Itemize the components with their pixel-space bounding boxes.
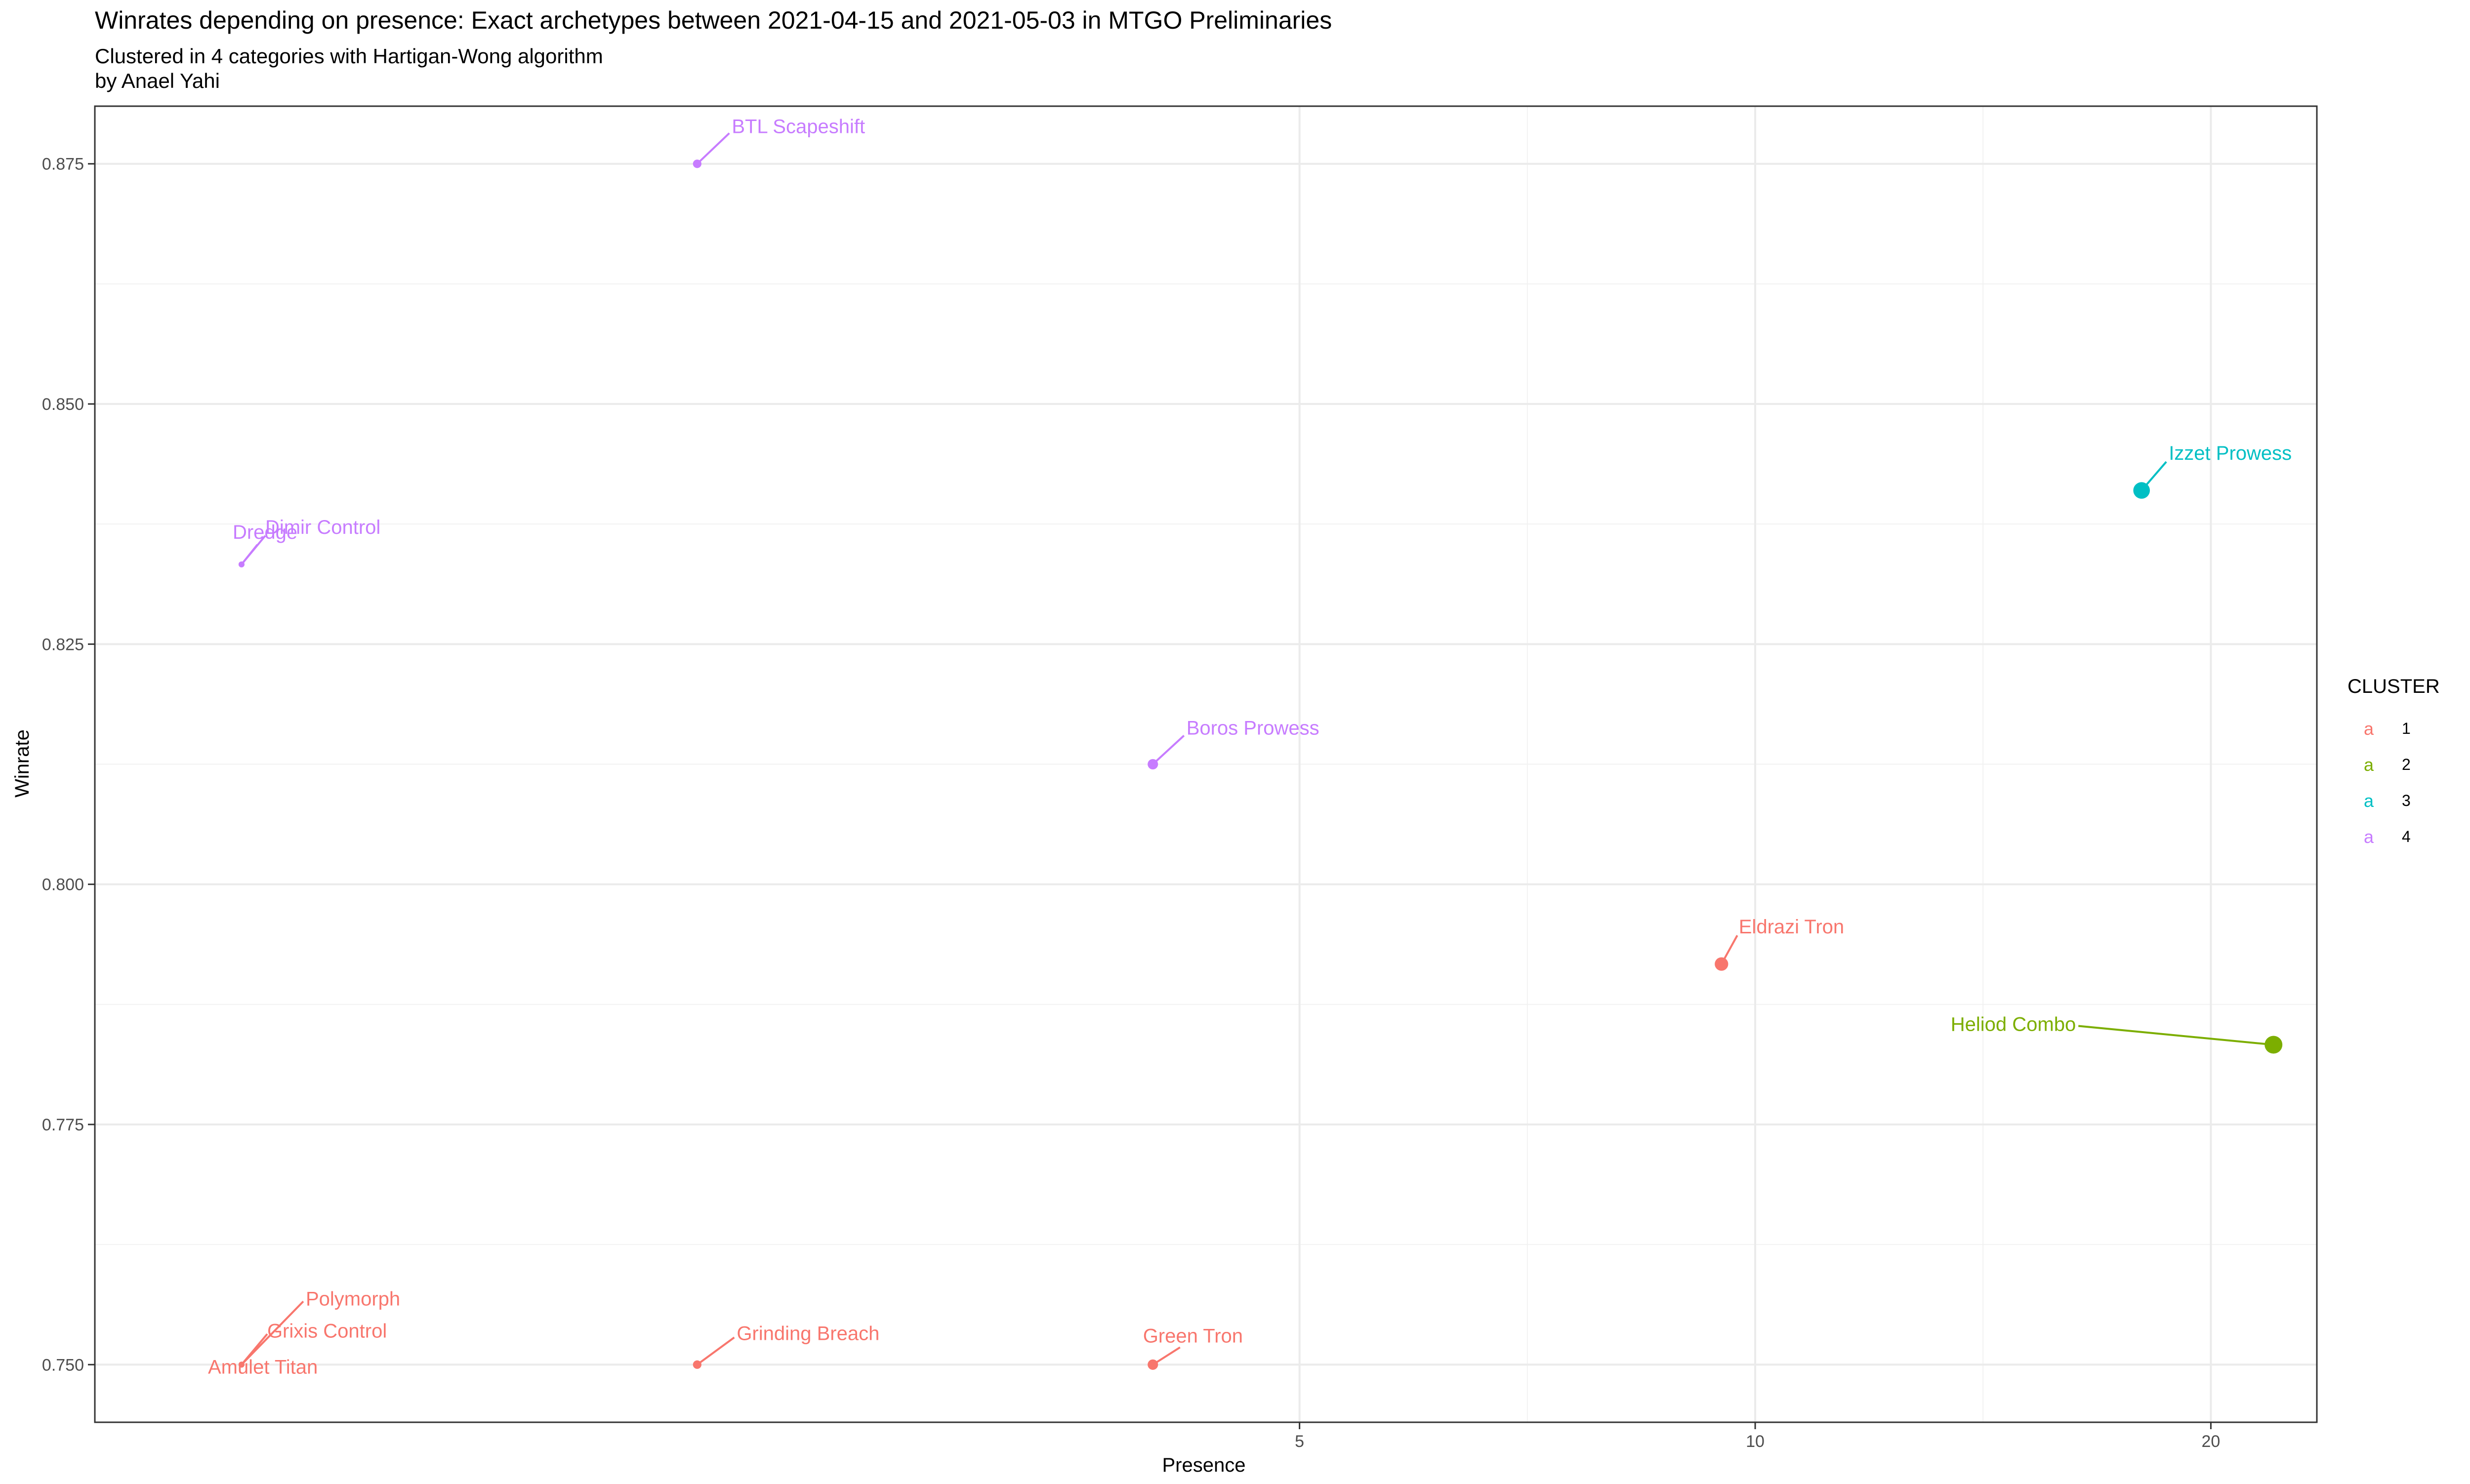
y-tick-label: 0.875 bbox=[42, 155, 84, 174]
point-btl-scapeshift bbox=[693, 160, 701, 168]
point-label-btl-scapeshift: BTL Scapeshift bbox=[732, 116, 865, 138]
legend-key-glyph: a bbox=[2364, 719, 2374, 739]
x-tick-label: 10 bbox=[1746, 1432, 1765, 1451]
label-leader-boros-prowess bbox=[1152, 735, 1185, 765]
legend-item-label: 2 bbox=[2402, 756, 2411, 773]
legend-item-label: 3 bbox=[2402, 792, 2411, 809]
label-leader-grixis-control bbox=[241, 1333, 268, 1365]
y-axis-label: Winrate bbox=[11, 729, 33, 798]
chart-title: Winrates depending on presence: Exact ar… bbox=[95, 6, 1332, 34]
point-label-amulet-titan: Amulet Titan bbox=[208, 1356, 318, 1378]
legend-item-label: 1 bbox=[2402, 720, 2411, 737]
legend-item-label: 4 bbox=[2402, 828, 2411, 845]
point-heliod-combo bbox=[2264, 1036, 2283, 1054]
label-leader-grinding-breach bbox=[697, 1336, 735, 1365]
x-tick-label: 20 bbox=[2201, 1432, 2220, 1451]
x-axis-label: Presence bbox=[1162, 1454, 1246, 1476]
point-boros-prowess bbox=[1148, 759, 1158, 770]
point-izzet-prowess bbox=[2133, 482, 2150, 499]
point-label-dredge: Dredge bbox=[233, 521, 297, 543]
point-label-green-tron: Green Tron bbox=[1143, 1325, 1243, 1347]
legend-key-glyph: a bbox=[2364, 755, 2374, 775]
point-label-boros-prowess: Boros Prowess bbox=[1187, 718, 1319, 739]
label-leader-green-tron bbox=[1152, 1346, 1181, 1365]
legend-key-glyph: a bbox=[2364, 827, 2374, 847]
point-green-tron bbox=[1148, 1359, 1158, 1370]
point-label-polymorph: Polymorph bbox=[306, 1288, 400, 1310]
point-dredge bbox=[238, 561, 245, 567]
point-label-grinding-breach: Grinding Breach bbox=[737, 1323, 879, 1344]
x-tick-label: 5 bbox=[1295, 1432, 1304, 1451]
legend: CLUSTER a 1 a 2 a 3 a 4 bbox=[2347, 676, 2440, 847]
plot-area: 5 10 20 0.750 0.775 0.800 0.825 0.850 0.875 BTL S… bbox=[42, 105, 2318, 1451]
y-tick-label: 0.750 bbox=[42, 1356, 84, 1374]
label-leader-dredge bbox=[241, 544, 258, 565]
y-tick-label: 0.825 bbox=[42, 635, 84, 654]
legend-title: CLUSTER bbox=[2347, 676, 2440, 697]
label-leader-polymorph bbox=[241, 1300, 304, 1365]
point-label-izzet-prowess: Izzet Prowess bbox=[2169, 442, 2292, 464]
plot-panel-border bbox=[94, 105, 2318, 1423]
label-leader-heliod-combo bbox=[2078, 1025, 2274, 1046]
point-label-dimir-control: Dimir Control bbox=[265, 517, 380, 538]
label-leader-btl-scapeshift bbox=[696, 132, 730, 165]
point-eldrazi-tron bbox=[1715, 957, 1729, 971]
point-label-grixis-control: Grixis Control bbox=[267, 1320, 387, 1342]
y-tick-label: 0.850 bbox=[42, 395, 84, 414]
point-grinding-breach bbox=[693, 1360, 701, 1369]
point-label-eldrazi-tron: Eldrazi Tron bbox=[1739, 916, 1844, 938]
legend-key-glyph: a bbox=[2364, 791, 2374, 811]
point-label-heliod-combo: Heliod Combo bbox=[1951, 1014, 2076, 1036]
y-tick-label: 0.800 bbox=[42, 876, 84, 894]
point-amulet-titan bbox=[238, 1362, 245, 1368]
chart-byline: by Anael Yahi bbox=[95, 69, 220, 92]
chart-subtitle: Clustered in 4 categories with Hartigan-… bbox=[95, 44, 603, 68]
y-tick-label: 0.775 bbox=[42, 1116, 84, 1134]
